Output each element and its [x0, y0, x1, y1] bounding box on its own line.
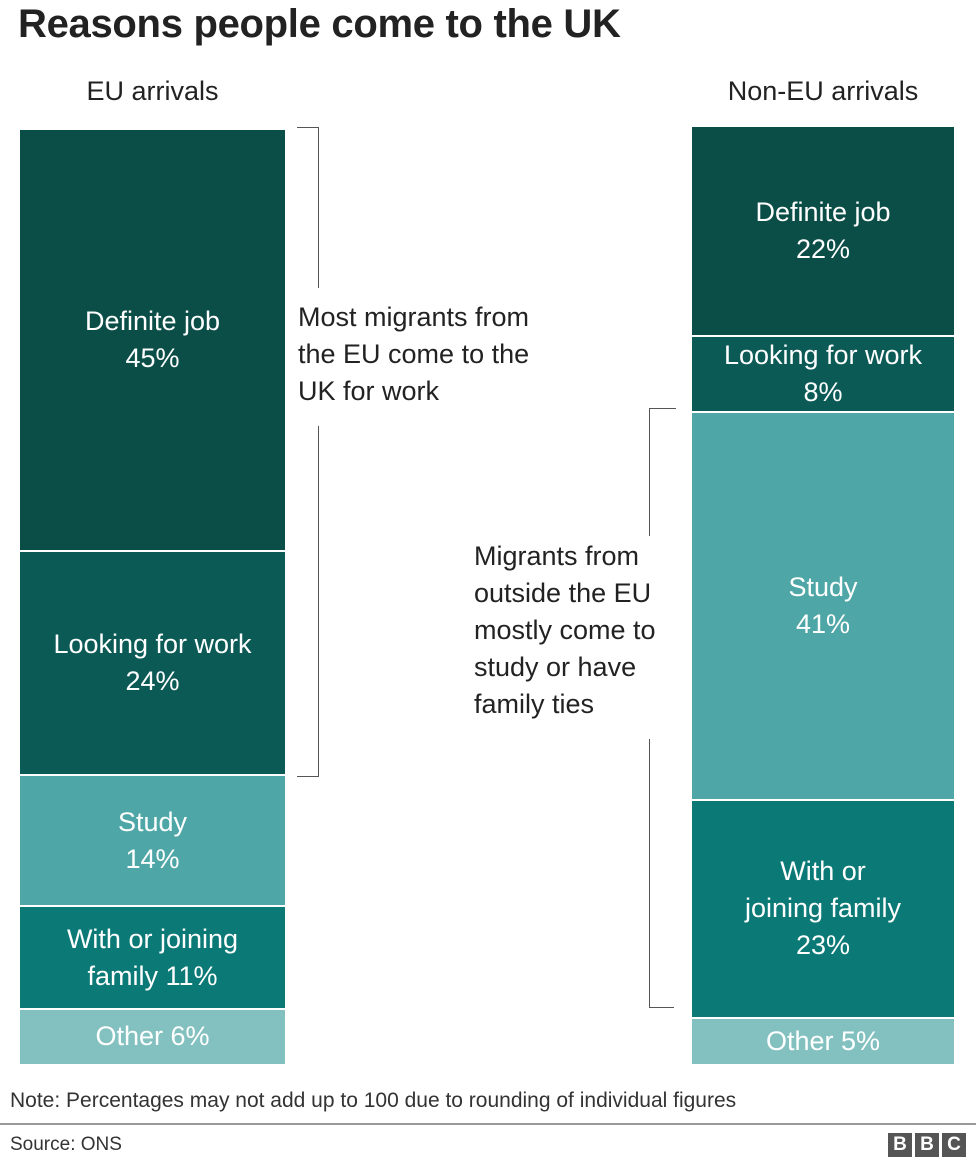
segment-label: 8% [803, 377, 843, 408]
annotation-line: family ties [474, 689, 595, 719]
eu-bracket-bottom [297, 426, 319, 777]
non-eu-bracket-top [649, 408, 676, 536]
segment-label: 41% [795, 608, 851, 639]
non-eu-arrivals-heading: Non-EU arrivals [727, 76, 919, 106]
segment-label: 24% [125, 666, 180, 697]
segment-label: joining family [744, 893, 902, 924]
segment-label: Definite job [84, 306, 221, 337]
segment-label: Definite job [755, 197, 891, 228]
non-eu-stacked-bar: Definite job 22% Looking for work 8% Study 41… [692, 127, 954, 1064]
segment-label: 45% [125, 343, 180, 374]
segment-label: With or joining [66, 923, 239, 954]
segment-label: Looking for work [723, 340, 923, 371]
bar-segment-study: Study 41% [692, 410, 954, 799]
segment-label: With or [780, 856, 866, 887]
chart-title: Reasons people come to the UK [18, 2, 621, 46]
segment-label: 22% [795, 234, 851, 265]
footer-divider [0, 1123, 976, 1125]
bar-segment-definite-job: Definite job 22% [692, 127, 954, 336]
annotation-line: study or have [474, 652, 637, 682]
segment-label: 23% [795, 930, 851, 961]
bar-segment-with-or-joining-family: With or joining family 11% [20, 905, 285, 1008]
segment-label: Looking for work [53, 629, 252, 660]
segment-label: 14% [125, 843, 180, 874]
segment-label: Study [117, 806, 188, 837]
logo-letter: B [915, 1133, 939, 1157]
logo-letter: C [942, 1133, 966, 1157]
bar-segment-study: Study 14% [20, 774, 285, 906]
non-eu-bracket-bottom [649, 739, 674, 1008]
bbc-logo: B B C [888, 1133, 966, 1157]
segment-label: Other 5% [765, 1025, 881, 1056]
segment-label: Study [788, 571, 858, 602]
annotation-line: UK for work [298, 376, 440, 406]
eu-bracket-top [297, 127, 319, 288]
segment-label: Other 6% [95, 1021, 210, 1052]
annotation-line: outside the EU [474, 578, 652, 608]
bar-segment-other: Other 6% [20, 1007, 285, 1064]
bar-segment-definite-job: Definite job 45% [20, 130, 285, 551]
logo-letter: B [888, 1133, 912, 1157]
bar-segment-other: Other 5% [692, 1016, 954, 1064]
annotation-line: Most migrants from [298, 302, 530, 332]
segment-label: family 11% [87, 960, 218, 991]
eu-annotation: Most migrants from the EU come to the UK f… [298, 299, 529, 410]
annotation-line: Migrants from [474, 541, 640, 571]
annotation-line: mostly come to [474, 615, 656, 645]
source-text: Source: ONS [10, 1134, 122, 1155]
non-eu-annotation: Migrants from outside the EU mostly come t… [474, 538, 656, 723]
bar-segment-looking-for-work: Looking for work 24% [20, 550, 285, 775]
bar-segment-with-or-joining-family: With or joining family 23% [692, 798, 954, 1017]
bar-segment-looking-for-work: Looking for work 8% [692, 335, 954, 411]
footnote: Note: Percentages may not add up to 100 … [10, 1089, 737, 1112]
eu-arrivals-heading: EU arrivals [86, 76, 219, 106]
annotation-line: the EU come to the [298, 339, 530, 369]
eu-stacked-bar: Definite job 45% Looking for work 24% Study 1… [20, 130, 285, 1064]
